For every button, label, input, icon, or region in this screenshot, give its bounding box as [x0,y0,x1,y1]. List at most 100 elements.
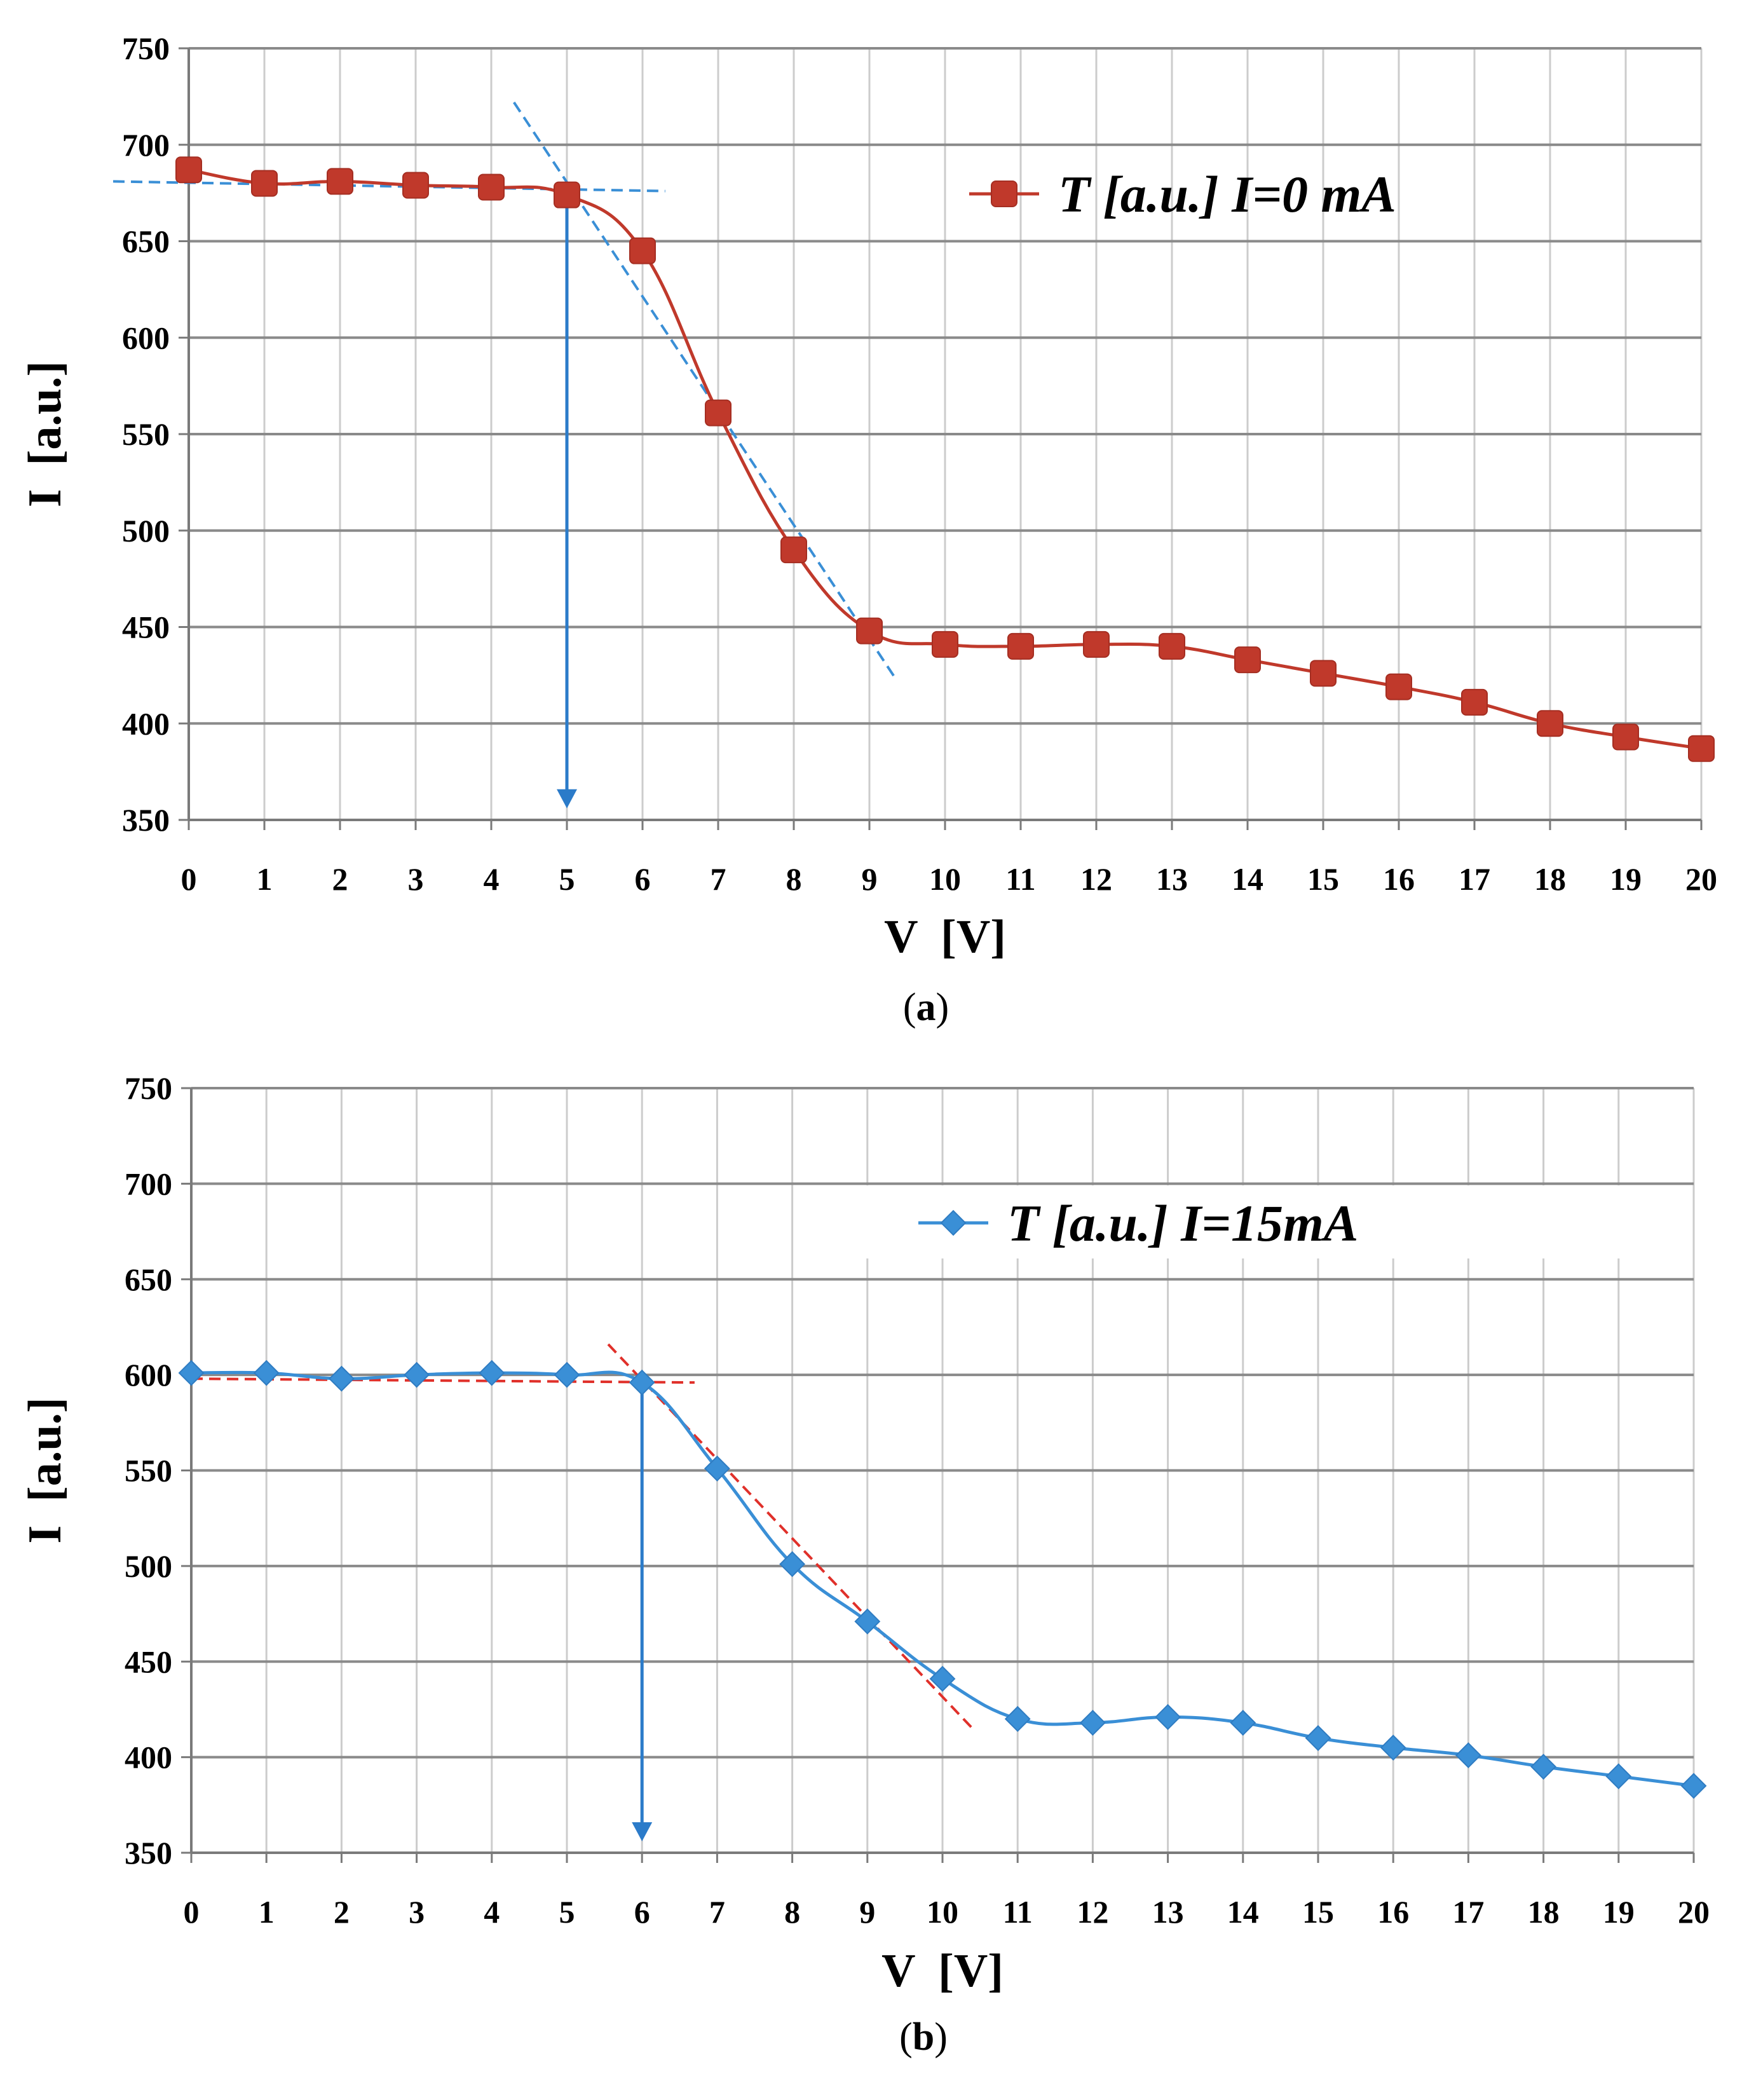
x-tick-label: 2 [332,861,348,897]
y-tick-label: 700 [125,1166,172,1201]
legend: T [a.u.] I=0 mA [969,165,1396,223]
legend: T [a.u.] I=15mA [794,1185,1627,1258]
data-point [554,181,580,208]
data-point [1083,631,1110,658]
data-point [402,172,429,199]
data-point [479,1360,505,1386]
data-point [1230,1710,1256,1736]
x-tick-label: 0 [181,861,197,897]
data-point [1380,1735,1406,1761]
x-tick-label: 4 [484,861,500,897]
x-tick-label: 2 [334,1894,350,1930]
data-point [1612,723,1639,751]
y-axis-title: I [a.u.] [19,1397,71,1543]
annotations [191,1343,974,1841]
y-axis-title: I [a.u.] [19,361,71,507]
x-tick-label: 17 [1459,861,1490,897]
data-point [1007,632,1034,660]
x-tick-label: 11 [1003,1894,1033,1930]
x-tick-label: 0 [184,1894,200,1930]
caption-letter: b [913,2015,934,2059]
x-tick-label: 6 [634,1894,650,1930]
x-tick-label: 18 [1534,861,1566,897]
x-axis-title: V [V] [884,911,1006,963]
data-point [1155,1704,1181,1730]
x-tick-label: 7 [711,861,726,897]
x-tick-label: 11 [1005,861,1035,897]
y-tick-label: 550 [122,416,170,452]
x-tick-label: 6 [635,861,651,897]
data-point [328,1365,355,1392]
data-point [1234,646,1261,674]
x-tick-label: 5 [559,1894,575,1930]
x-tick-label: 3 [409,1894,425,1930]
y-tick-label: 350 [125,1835,172,1871]
data-point [932,631,958,658]
x-tick-label: 18 [1528,1894,1560,1930]
data-point [178,1360,205,1386]
x-tick-label: 15 [1307,861,1339,897]
caption-close-paren: ) [936,986,949,1029]
x-tick-label: 5 [559,861,575,897]
x-tick-label: 10 [929,861,961,897]
data-point [327,168,353,195]
x-tick-label: 19 [1610,861,1642,897]
x-tick-label: 16 [1383,861,1415,897]
data-point [1688,735,1715,762]
data-point [1310,660,1337,687]
x-tick-label: 15 [1302,1894,1334,1930]
y-tick-label: 600 [122,320,170,355]
y-tick-label: 650 [122,224,170,259]
y-tick-label: 700 [122,127,170,163]
caption-close-paren: ) [934,2015,948,2059]
chart-panel-b: 0 1 2 3 4 5 6 7 8 9 10 11 12 13 14 15 16 17 18 19 2035040045… [19,1070,1710,2059]
series-line [188,168,1702,751]
data-point [929,1665,956,1692]
x-tick-label: 3 [408,861,424,897]
y-tick-label: 500 [122,513,170,549]
data-point [1455,1742,1481,1769]
x-tick-label: 13 [1156,861,1188,897]
x-tick-label: 1 [257,861,273,897]
data-point [780,536,807,564]
x-tick-label: 9 [862,861,878,897]
data-point [175,156,202,184]
data-point [253,1360,280,1386]
data-point [404,1361,430,1388]
x-tick-label: 14 [1232,861,1263,897]
y-tick-label: 400 [125,1740,172,1775]
y-tick-label: 750 [125,1070,172,1106]
y-tick-label: 600 [125,1357,172,1393]
x-tick-label: 1 [259,1894,275,1930]
y-tick-label: 450 [122,610,170,645]
data-point [705,399,732,426]
series-1 [175,156,1715,762]
y-tick-label: 750 [122,31,170,66]
legend-marker [940,1210,967,1236]
data-point [1530,1754,1557,1780]
data-point [1680,1773,1707,1799]
x-tick-label: 14 [1227,1894,1259,1930]
chart-panel-a: 0 1 2 3 4 5 6 7 8 9 10 11 12 13 14 15 16 17 18 19 2035040045… [19,31,1717,1029]
x-tick-label: 8 [784,1894,800,1930]
x-tick-label: 17 [1452,1894,1484,1930]
threshold-arrow-head [632,1822,653,1841]
legend-marker [991,181,1017,207]
data-point [1537,710,1563,737]
panel-caption: (a) [903,986,949,1029]
x-tick-label: 8 [786,861,802,897]
x-tick-label: 12 [1077,1894,1108,1930]
data-point [854,1608,881,1635]
data-point [1004,1706,1031,1732]
x-tick-label: 4 [484,1894,500,1930]
fit-dashed-line [112,180,665,193]
x-tick-label: 20 [1678,1894,1710,1930]
x-tick-label: 7 [709,1894,725,1930]
data-point [779,1551,806,1578]
y-tick-labels: 350 400 450 500 550 600 650 700 750 [122,31,189,838]
data-point [1305,1725,1331,1751]
data-point [704,1456,730,1482]
legend-label: T [a.u.] I=15mA [1007,1194,1358,1252]
data-point [1079,1710,1106,1736]
panel-caption: (b) [899,2015,948,2059]
